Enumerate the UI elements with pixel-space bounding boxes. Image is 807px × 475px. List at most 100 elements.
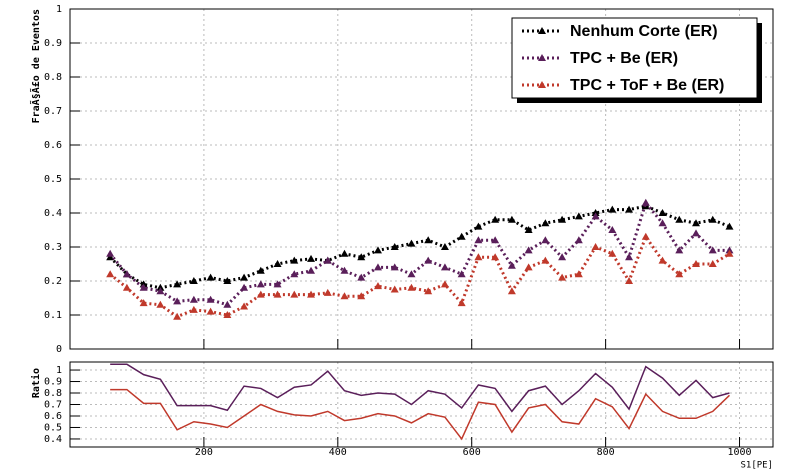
marker [574, 236, 583, 244]
marker [373, 282, 382, 290]
marker [658, 209, 667, 216]
y-tick-label: 0.2 [44, 276, 62, 287]
marker [256, 266, 265, 274]
x-tick-label: 800 [597, 447, 615, 458]
marker [524, 226, 533, 233]
marker [122, 283, 131, 291]
marker [491, 253, 500, 261]
marker [591, 243, 600, 250]
marker [574, 270, 583, 278]
marker [625, 205, 634, 213]
marker [357, 253, 366, 261]
marker [173, 312, 182, 320]
marker [608, 249, 617, 257]
marker [189, 305, 198, 313]
y-tick-label: 0.7 [44, 106, 62, 117]
marker [256, 280, 265, 288]
legend-label: Nenhum Corte (ER) [570, 23, 718, 40]
marker [457, 270, 466, 278]
marker [524, 263, 533, 271]
marker [390, 263, 399, 271]
marker [273, 280, 282, 288]
marker [256, 290, 265, 298]
marker [507, 287, 516, 295]
marker [407, 239, 416, 247]
marker [474, 222, 483, 230]
marker [323, 288, 332, 296]
marker [608, 205, 617, 213]
marker [156, 300, 165, 308]
marker [625, 253, 634, 261]
marker [641, 232, 650, 240]
marker [290, 290, 299, 298]
marker [541, 236, 550, 244]
marker [591, 212, 600, 220]
marker [608, 226, 617, 233]
marker [273, 290, 282, 298]
marker [507, 261, 516, 269]
legend-label: TPC + ToF + Be (ER) [570, 77, 724, 94]
marker [206, 307, 215, 315]
y-tick-label: 0.4 [44, 434, 62, 445]
y-tick-label: 0.6 [44, 140, 62, 151]
marker [173, 297, 182, 305]
series-line [109, 199, 730, 307]
marker [156, 287, 165, 295]
marker [139, 299, 148, 307]
y-tick-label: 1 [56, 4, 62, 15]
legend-label: TPC + Be (ER) [570, 50, 678, 67]
marker [357, 273, 366, 281]
marker [106, 270, 115, 278]
y-tick-label: 0.1 [44, 310, 62, 321]
marker [122, 270, 131, 278]
marker [474, 236, 483, 244]
marker [658, 219, 667, 227]
marker [725, 222, 734, 230]
marker [641, 198, 650, 206]
marker [625, 277, 634, 284]
marker [240, 273, 249, 281]
marker [474, 253, 483, 261]
marker [240, 302, 249, 310]
marker [708, 246, 717, 254]
legend-marker [538, 81, 546, 88]
y-tick-label: 0.6 [44, 411, 62, 422]
marker [558, 215, 567, 223]
x-tick-label: 400 [329, 447, 347, 458]
y-tick-label: 0.4 [44, 208, 62, 219]
x-axis-label: S1[PE] [740, 461, 773, 471]
y-tick-label: 0.5 [44, 174, 62, 185]
marker [390, 285, 399, 293]
series-line [110, 363, 730, 413]
marker [307, 290, 316, 298]
marker [273, 260, 282, 267]
y-tick-label: 0.9 [44, 377, 62, 388]
x-tick-label: 1000 [727, 447, 751, 458]
marker [173, 280, 182, 288]
marker [106, 249, 115, 257]
legend-marker [538, 27, 546, 34]
y-axis-label: Ratio [30, 368, 42, 398]
marker [139, 283, 148, 291]
y-tick-label: 0.8 [44, 388, 62, 399]
x-tick-label: 200 [195, 447, 213, 458]
legend-marker [538, 54, 546, 61]
marker [440, 280, 449, 288]
marker [457, 299, 466, 307]
marker [541, 219, 550, 227]
marker [440, 263, 449, 271]
y-tick-label: 0.5 [44, 422, 62, 433]
marker [692, 229, 701, 237]
marker [223, 277, 232, 284]
marker [223, 311, 232, 318]
marker [574, 212, 583, 220]
y-tick-label: 1 [56, 365, 62, 376]
y-tick-label: 0.3 [44, 242, 62, 253]
marker [290, 256, 299, 264]
marker [189, 277, 198, 284]
marker [658, 256, 667, 264]
marker [491, 215, 500, 223]
series-line [110, 388, 731, 441]
marker [507, 215, 516, 223]
